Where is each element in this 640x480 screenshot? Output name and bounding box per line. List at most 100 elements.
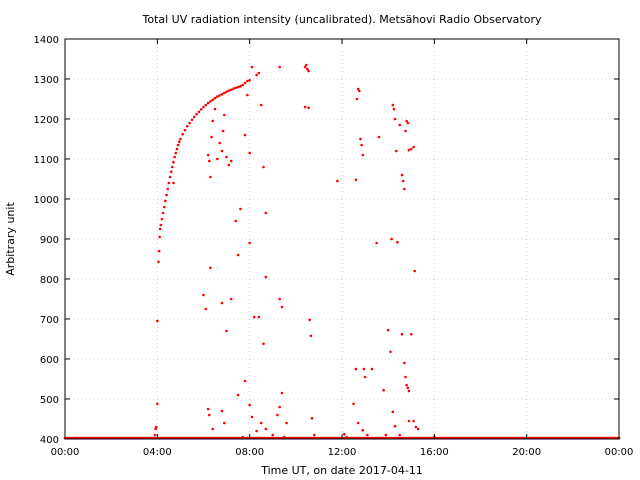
data-point <box>232 87 235 90</box>
data-point <box>310 416 314 420</box>
data-point <box>195 112 198 116</box>
data-point <box>259 421 263 425</box>
data-point <box>404 129 407 133</box>
data-point <box>218 94 221 97</box>
data-point <box>246 79 249 83</box>
data-point <box>154 425 158 429</box>
data-point <box>220 149 224 153</box>
y-tick-label: 500 <box>40 395 59 406</box>
data-point <box>225 90 228 94</box>
data-point <box>403 361 406 365</box>
data-point <box>161 211 165 215</box>
data-point <box>192 115 196 119</box>
data-point <box>390 237 393 241</box>
data-point <box>356 87 360 91</box>
y-tick-label: 1300 <box>34 75 59 86</box>
data-point <box>362 367 366 371</box>
data-point <box>400 332 404 336</box>
data-point <box>160 217 164 221</box>
x-axis-label: Time UT, on date 2017-04-11 <box>260 464 423 477</box>
data-point <box>413 269 417 273</box>
data-point <box>406 386 410 390</box>
data-point <box>220 92 224 96</box>
data-point <box>175 147 179 151</box>
data-point <box>204 307 208 311</box>
data-point <box>336 179 339 183</box>
data-point <box>352 402 355 406</box>
data-point <box>280 391 284 395</box>
data-point <box>308 318 311 322</box>
data-point <box>307 69 310 73</box>
y-tick-label: 1200 <box>34 115 59 126</box>
data-point <box>406 121 410 125</box>
data-point <box>177 140 181 144</box>
data-point <box>271 433 275 437</box>
data-point <box>303 105 307 109</box>
data-point <box>409 147 413 151</box>
data-point <box>239 84 242 88</box>
data-point <box>179 137 182 141</box>
data-point <box>248 403 251 407</box>
data-point <box>221 129 225 133</box>
data-point <box>359 137 362 141</box>
data-point <box>169 170 173 174</box>
data-point <box>236 393 240 397</box>
data-point <box>167 181 171 185</box>
data-point <box>252 315 256 319</box>
data-point <box>285 421 288 425</box>
data-point <box>176 143 180 147</box>
data-point <box>199 108 203 111</box>
data-point <box>227 163 231 167</box>
data-point <box>412 419 415 423</box>
data-point <box>241 435 245 439</box>
data-point <box>153 433 157 437</box>
data-point <box>211 427 215 431</box>
data-point <box>360 143 363 147</box>
data-point <box>209 266 212 270</box>
data-point <box>259 103 263 107</box>
data-point <box>400 173 404 177</box>
data-point <box>204 103 208 107</box>
data-point <box>255 429 258 433</box>
data-point <box>243 81 247 85</box>
data-point <box>229 297 233 301</box>
data-point <box>165 193 168 197</box>
data-point <box>401 179 405 183</box>
data-point <box>403 187 406 191</box>
data-point <box>243 133 247 137</box>
data-point <box>248 241 251 245</box>
data-point <box>206 153 210 157</box>
data-point <box>156 319 159 323</box>
data-point <box>409 332 413 336</box>
data-point <box>257 71 261 75</box>
y-axis-label: Arbitrary unit <box>4 202 17 276</box>
data-point <box>172 160 175 164</box>
data-point <box>412 145 415 149</box>
data-point <box>389 350 392 354</box>
data-point <box>209 175 212 179</box>
data-point <box>250 415 254 419</box>
y-tick-label: 1100 <box>34 155 59 166</box>
data-point <box>158 235 161 239</box>
data-point <box>354 367 358 371</box>
data-point <box>220 409 224 413</box>
data-point <box>229 88 233 92</box>
data-point <box>366 433 369 437</box>
data-point <box>264 211 268 215</box>
x-tick-label: 20:00 <box>512 447 541 458</box>
x-tick-label: 12:00 <box>328 447 357 458</box>
data-point <box>243 379 247 383</box>
data-point <box>354 178 358 182</box>
data-point <box>355 97 359 101</box>
data-point <box>377 135 381 139</box>
data-point <box>225 155 228 159</box>
grid-layer <box>65 39 619 439</box>
data-point <box>206 407 210 411</box>
data-point <box>248 151 251 155</box>
data-point <box>394 149 398 153</box>
data-point <box>234 86 238 90</box>
data-point <box>209 100 212 103</box>
data-point <box>304 63 308 67</box>
data-point <box>361 153 365 157</box>
y-tick-label: 1000 <box>34 195 59 206</box>
